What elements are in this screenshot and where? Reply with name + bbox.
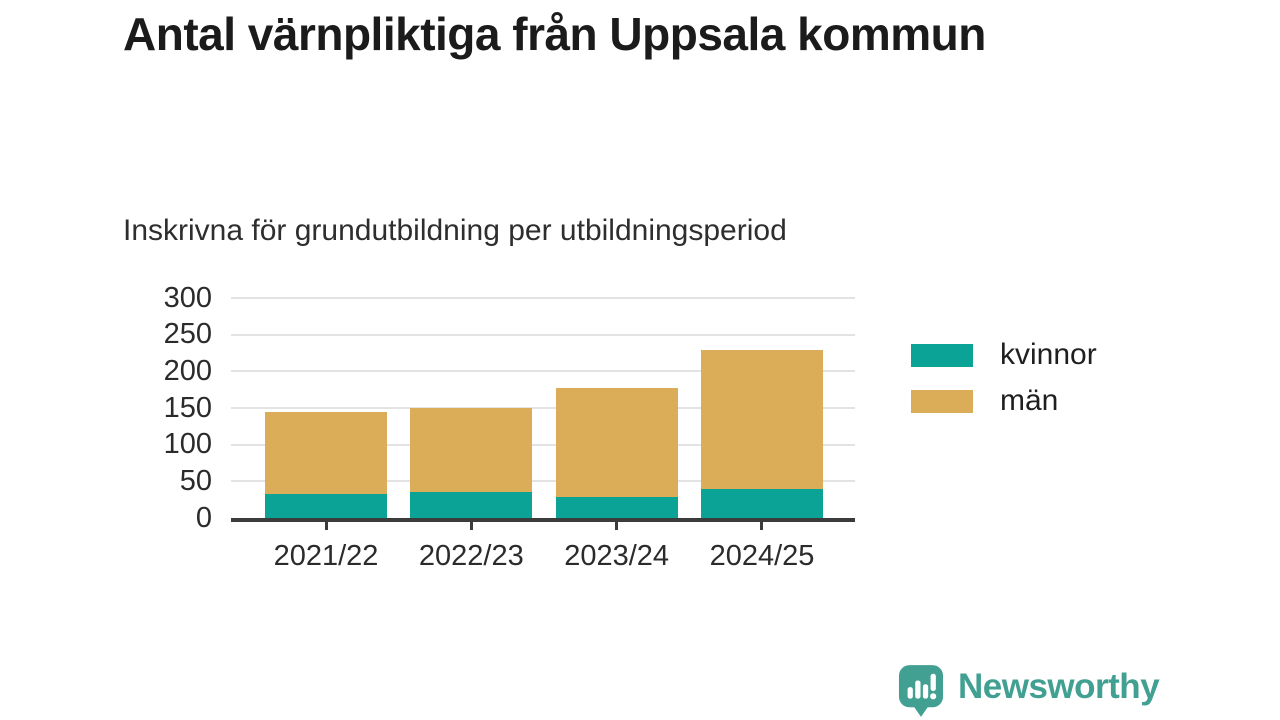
bar-segment-män-2021-22 <box>265 411 387 494</box>
bar-segment-män-2022-23 <box>410 408 533 492</box>
y-gridline-200 <box>231 370 855 373</box>
x-axis-tick <box>615 521 619 530</box>
bar-segment-kvinnor-2022-23 <box>410 491 533 518</box>
legend-label: män <box>1000 384 1059 417</box>
y-gridline-100 <box>231 443 855 446</box>
y-axis-label: 100 <box>163 428 212 461</box>
y-gridline-300 <box>231 297 855 299</box>
chart-legend: kvinnor män <box>911 332 1097 424</box>
bar-segment-kvinnor-2023-24 <box>555 497 678 518</box>
chart-subtitle: Inskrivna för grundutbildning per utbild… <box>123 214 787 247</box>
newsworthy-logo-icon <box>898 665 944 717</box>
x-axis-label: 2022/23 <box>418 540 524 572</box>
x-axis-label: 2024/25 <box>709 540 815 572</box>
y-gridline-150 <box>231 407 855 409</box>
x-axis-tick <box>760 521 764 530</box>
legend-label: kvinnor <box>1000 338 1097 371</box>
x-axis-tick <box>324 521 328 530</box>
bar-segment-kvinnor-2024-25 <box>700 488 823 518</box>
page-title: Antal värnpliktiga från Uppsala kommun <box>123 8 986 60</box>
legend-item-kvinnor: kvinnor <box>911 332 1097 378</box>
x-axis-label: 2023/24 <box>564 540 670 572</box>
legend-item-män: män <box>911 378 1097 424</box>
y-gridline-250 <box>231 333 855 336</box>
bar-segment-kvinnor-2021-22 <box>265 493 387 518</box>
x-axis-line <box>231 517 855 522</box>
y-axis-label: 300 <box>163 281 212 314</box>
legend-swatch-kvinnor <box>911 343 973 367</box>
y-axis-label: 150 <box>163 391 212 424</box>
y-axis-label: 250 <box>163 318 212 351</box>
y-gridline-50 <box>231 480 855 483</box>
bar-segment-män-2024-25 <box>700 350 823 489</box>
brand-footer: Newsworthy <box>898 664 1160 718</box>
brand-name: Newsworthy <box>958 667 1160 706</box>
x-axis-tick <box>469 521 473 530</box>
y-axis-label: 200 <box>163 354 212 387</box>
y-axis-label: 0 <box>195 501 212 534</box>
y-axis-label: 50 <box>179 464 212 497</box>
x-axis-label: 2021/22 <box>273 540 379 572</box>
legend-swatch-män <box>911 389 973 413</box>
bar-segment-män-2023-24 <box>555 388 678 498</box>
